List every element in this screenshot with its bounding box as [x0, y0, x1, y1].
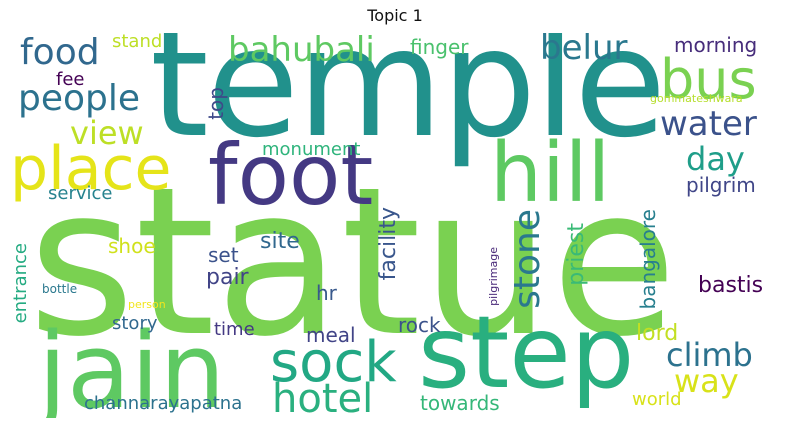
word-step: step [418, 294, 635, 411]
word-water: water [660, 104, 757, 144]
word-fee: fee [56, 69, 85, 90]
word-stone: stone [507, 209, 548, 309]
word-bastis: bastis [698, 273, 764, 298]
word-world: world [632, 389, 682, 410]
word-meal: meal [306, 323, 356, 347]
word-pilgrim: pilgrim [686, 173, 756, 197]
word-person: person [128, 298, 166, 311]
word-hill: hill [490, 126, 611, 221]
chart-title: Topic 1 [367, 6, 423, 25]
word-view: view [70, 114, 144, 152]
word-way: way [674, 362, 739, 400]
word-priest: priest [564, 223, 589, 286]
word-jain: jain [38, 310, 226, 418]
word-towards: towards [420, 391, 500, 415]
word-morning: morning [674, 33, 758, 57]
word-pair: pair [206, 265, 249, 290]
word-rock: rock [398, 313, 441, 337]
word-bottle: bottle [42, 282, 78, 296]
word-temple: temple [150, 33, 666, 171]
word-stand: stand [112, 33, 163, 52]
word-foot: foot [208, 126, 374, 224]
word-statue: statue [28, 144, 678, 382]
word-people: people [18, 78, 141, 119]
word-bahubali: bahubali [228, 33, 375, 70]
word-sock: sock [270, 330, 397, 395]
word-site: site [260, 229, 300, 254]
word-cloud: statue temple step jain foot hill place … [10, 33, 780, 418]
word-gommateshwara: gommateshwara [650, 92, 743, 105]
word-time: time [214, 319, 255, 340]
word-belur: belur [540, 33, 628, 68]
word-hotel: hotel [272, 376, 374, 418]
word-day: day [686, 140, 745, 178]
word-facility: facility [376, 207, 401, 281]
word-pilgrimage: pilgrimage [487, 247, 500, 306]
word-food: food [20, 33, 100, 73]
word-story: story [112, 313, 158, 334]
word-lord: lord [636, 321, 679, 346]
word-bus: bus [660, 48, 757, 111]
word-channarayapatna: channarayapatna [84, 393, 243, 414]
word-set: set [208, 243, 239, 267]
word-monument: monument [262, 139, 361, 160]
word-climb: climb [666, 336, 753, 374]
word-shoe: shoe [108, 234, 156, 258]
word-service: service [48, 183, 113, 204]
word-entrance: entrance [10, 243, 31, 324]
word-bangalore: bangalore [636, 209, 660, 310]
word-top: top [204, 87, 228, 120]
word-hr: hr [316, 281, 337, 305]
word-finger: finger [410, 35, 469, 59]
word-place: place [10, 134, 172, 204]
